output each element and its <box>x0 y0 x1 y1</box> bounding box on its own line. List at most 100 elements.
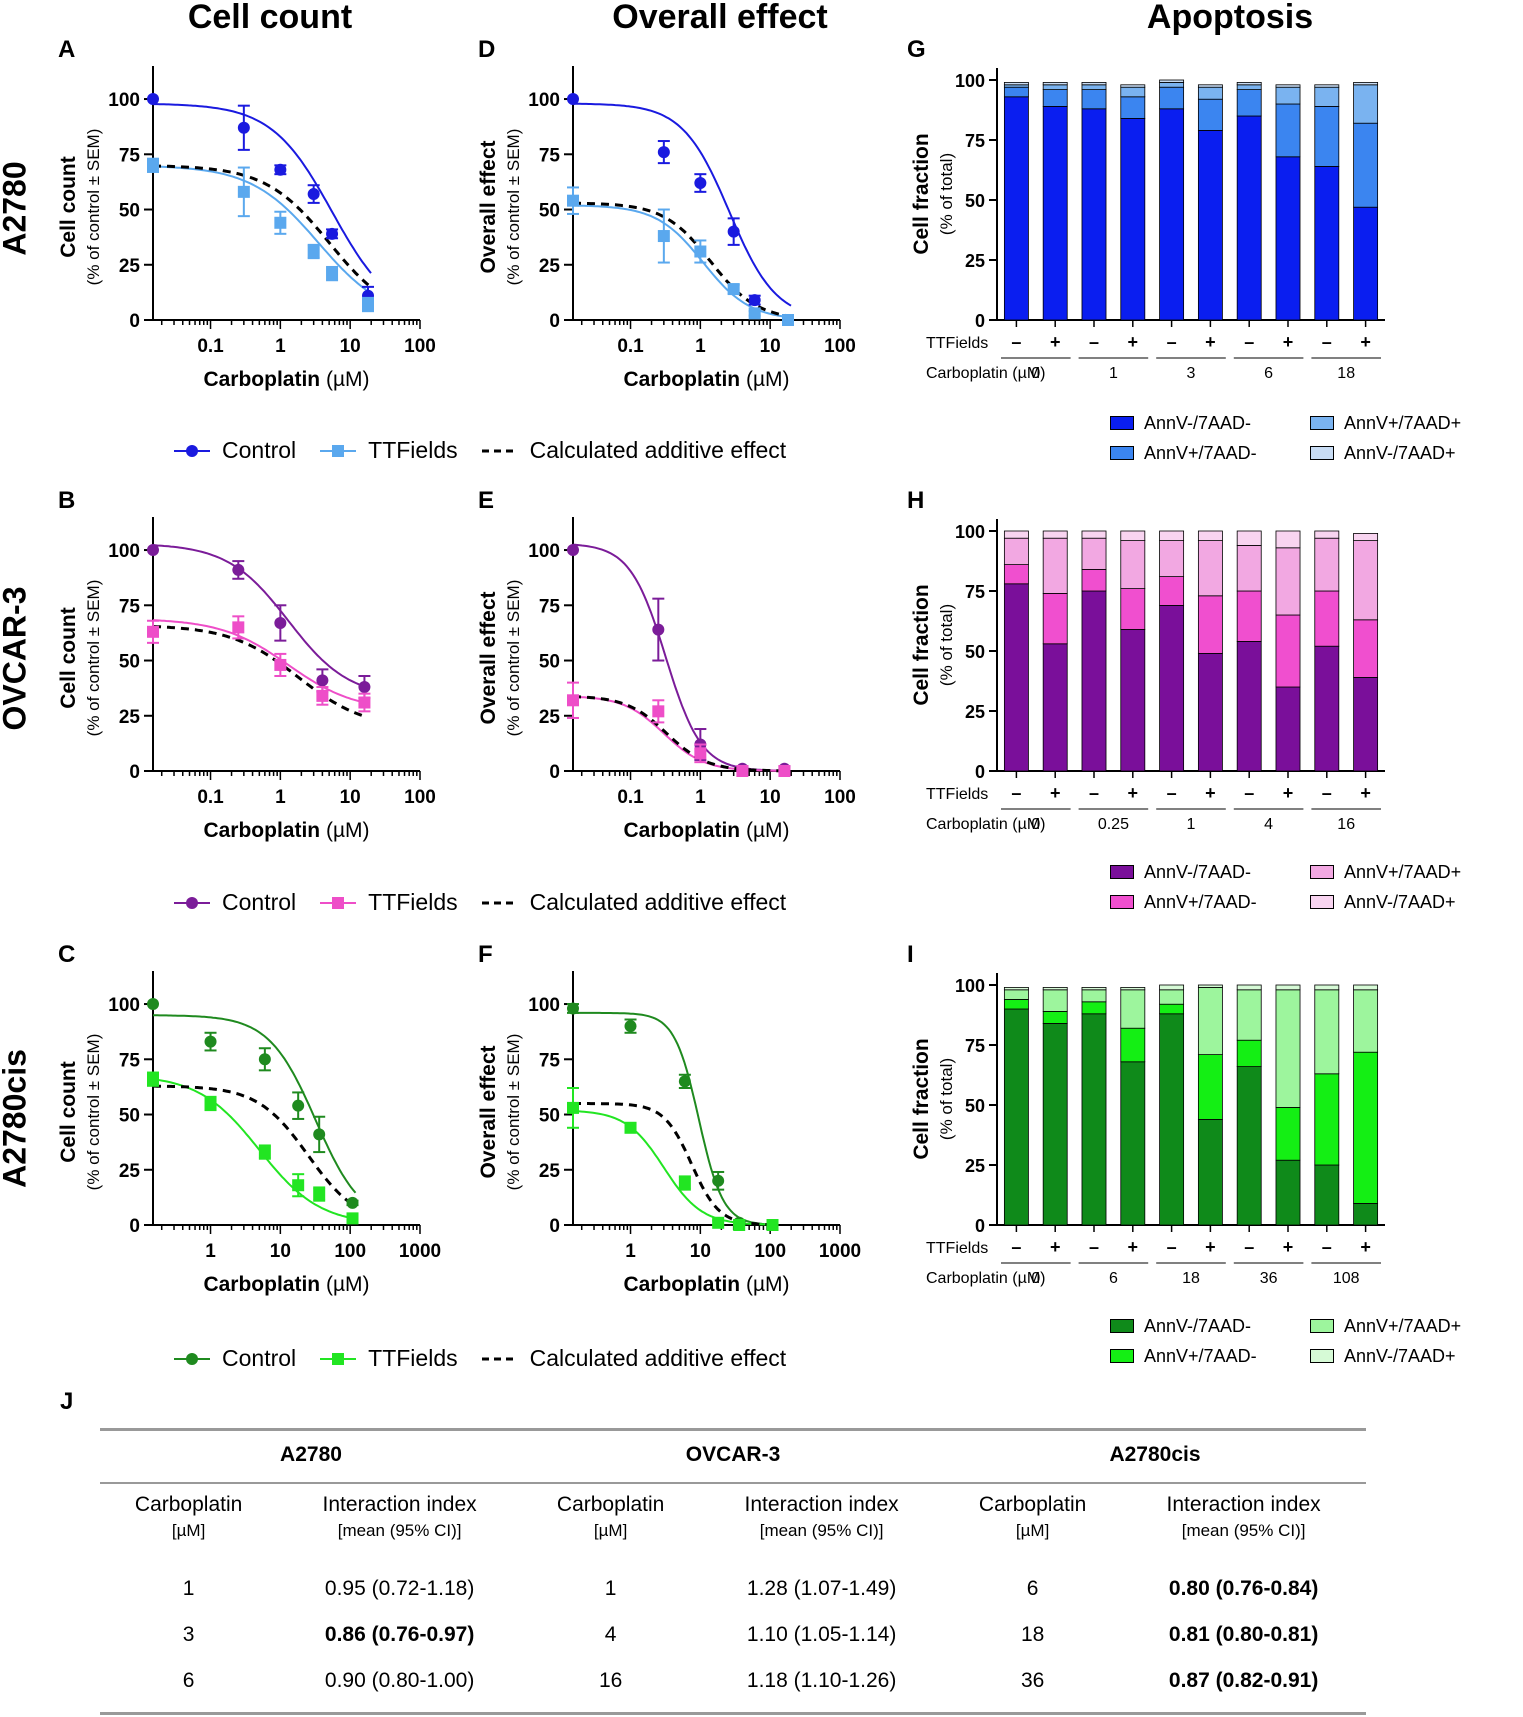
ttfields-minus-label: – <box>1011 1237 1021 1257</box>
ttfields-data-point <box>258 1146 271 1159</box>
y-tick-label: 25 <box>119 1161 141 1182</box>
column-title-overall-effect: Overall effect <box>612 0 828 36</box>
ttfields-data-point <box>307 245 320 258</box>
chart-panel-e: E 0 25 50 75 100 0.1 1 10 100 Carboplatin (µM) Over… <box>477 487 856 842</box>
stacked-bar-segment <box>1197 130 1223 321</box>
stacked-bar-segment <box>1236 89 1262 117</box>
stack-legend-item: AnnV-/7AAD+ <box>1310 892 1510 913</box>
stacked-bar-segment <box>1236 640 1262 772</box>
stack-legend-swatch <box>1310 895 1334 909</box>
x-tick-label: 0.1 <box>197 787 224 808</box>
stacked-bar-segment <box>1314 537 1340 592</box>
y-axis-sublabel: (% of control ± SEM) <box>84 1034 103 1191</box>
chart-panel-h: H 0 25 50 75 100 Cell fraction (% of total) – + – +… <box>907 487 1385 833</box>
stacked-bar-segment <box>1353 989 1379 1053</box>
stacked-bar-segment <box>1159 605 1185 772</box>
legend-additive: Calculated additive effect <box>480 437 786 464</box>
stacked-bar-segment <box>1081 1001 1107 1015</box>
control-data-point <box>313 1128 326 1141</box>
control-fit-curve <box>573 1011 776 1226</box>
dose-label: 6 <box>1109 1270 1118 1287</box>
stacked-bar-segment <box>1042 106 1068 321</box>
table-bottom-rule <box>100 1712 1366 1715</box>
x-axis-label: Carboplatin (µM) <box>203 819 369 842</box>
stacked-bar-segment <box>1120 628 1146 772</box>
y-axis-label: Cell count <box>57 156 80 258</box>
stacked-bar-segment <box>1314 590 1340 647</box>
ttfields-plus-label: + <box>1050 783 1061 803</box>
stacked-bar-segment <box>1081 1013 1107 1226</box>
stack-legend-swatch <box>1310 865 1334 879</box>
y-tick-label: 50 <box>119 201 140 222</box>
control-data-point <box>147 544 159 557</box>
y-axis-label: Cell count <box>57 607 80 709</box>
legend-marker <box>332 1352 345 1365</box>
x-tick-label: 100 <box>404 336 436 357</box>
dose-label: 0 <box>1031 816 1040 833</box>
subheader-unit: [mean (95% CI)] <box>1181 1521 1306 1540</box>
stacked-bar-segment <box>1003 999 1029 1010</box>
dose-label: 4 <box>1264 816 1273 833</box>
ttfields-data-point <box>274 658 287 671</box>
ttfields-data-point <box>748 307 761 320</box>
table-top-rule <box>100 1428 1366 1431</box>
ttfields-data-point <box>274 216 287 229</box>
x-tick-label: 10 <box>760 787 781 808</box>
ttfields-plus-label: + <box>1128 332 1139 352</box>
stacked-bar-segment <box>1236 989 1262 1041</box>
chart-panel-c: C 0 25 50 75 100 1 10 100 1000 Carboplatin (µM) Cel… <box>57 941 441 1296</box>
stack-legend-label: AnnV-/7AAD- <box>1144 861 1252 882</box>
control-data-point <box>274 163 287 176</box>
control-fit-curve <box>152 544 367 689</box>
interaction-index-table: A2780 OVCAR-3 A2780cis Carboplatin [µM] In… <box>100 1428 1366 1713</box>
stacked-bar-segment <box>1081 569 1107 592</box>
stacked-bar-segment <box>1275 103 1301 158</box>
stacked-bar-segment <box>1120 530 1146 541</box>
stacked-bar-segment <box>1120 1061 1146 1226</box>
ttfields-minus-label: – <box>1322 332 1332 352</box>
ttfields-plus-label: + <box>1050 332 1061 352</box>
stacked-bar-segment <box>1275 84 1301 88</box>
table-group-header: OVCAR-3 <box>685 1443 781 1466</box>
stack-legend-item: AnnV-/7AAD+ <box>1310 1346 1510 1367</box>
x-tick-label: 0.1 <box>617 336 644 357</box>
control-data-point <box>694 177 707 190</box>
stacked-bar-segment <box>1159 1003 1185 1015</box>
stacked-bar-segment <box>1159 540 1185 577</box>
stack-legend-label: AnnV+/7AAD- <box>1144 1345 1257 1366</box>
control-data-point <box>567 544 579 557</box>
y-axis-sublabel: (% of control ± SEM) <box>504 129 523 286</box>
stacked-bar-segment <box>1042 1011 1068 1024</box>
stacked-bar-segment <box>1197 984 1223 988</box>
y-axis-sublabel: (% of control ± SEM) <box>504 580 523 737</box>
stacked-bar-segment <box>1003 537 1029 566</box>
stack-legend-swatch <box>1310 1349 1334 1363</box>
stacked-bar-segment <box>1042 82 1068 86</box>
additive-effect-curve <box>153 164 372 289</box>
panel-letter: I <box>907 941 914 968</box>
x-tick-label: 10 <box>340 787 361 808</box>
stack-legend-label: AnnV+/7AAD- <box>1144 891 1257 912</box>
ttfields-data-point <box>326 267 339 280</box>
additive-effect-curve <box>153 1084 357 1208</box>
ttfields-data-point <box>766 1219 779 1231</box>
ttfields-data-point <box>657 230 670 243</box>
table-group-header: A2780 <box>280 1443 342 1466</box>
dose-label: 0 <box>1031 365 1040 382</box>
y-axis-label: Cell count <box>57 1061 80 1163</box>
panel-letter: B <box>58 487 75 514</box>
chart-panel-b: B 0 25 50 75 100 0.1 1 10 100 Carboplatin (µM) Cell… <box>57 487 436 842</box>
subheader-line: Interaction index <box>322 1493 477 1516</box>
stack-legend-item: AnnV-/7AAD- <box>1110 1316 1310 1337</box>
stacked-bar-segment <box>1003 530 1029 539</box>
stacked-bar-segment <box>1042 530 1068 539</box>
table-subheader-interaction-index: Interaction index [mean (95% CI)] <box>699 1492 944 1544</box>
control-data-point <box>727 225 740 238</box>
control-fit-curve <box>572 102 792 307</box>
additive-effect-curve <box>152 625 368 719</box>
legend-marker <box>186 1352 198 1365</box>
stacked-bar-segment <box>1081 108 1107 321</box>
table-cell-carboplatin: 18 <box>1020 1623 1045 1646</box>
stacked-bar-segment <box>1197 540 1223 597</box>
stack-legend-label: AnnV-/7AAD+ <box>1344 1345 1456 1366</box>
